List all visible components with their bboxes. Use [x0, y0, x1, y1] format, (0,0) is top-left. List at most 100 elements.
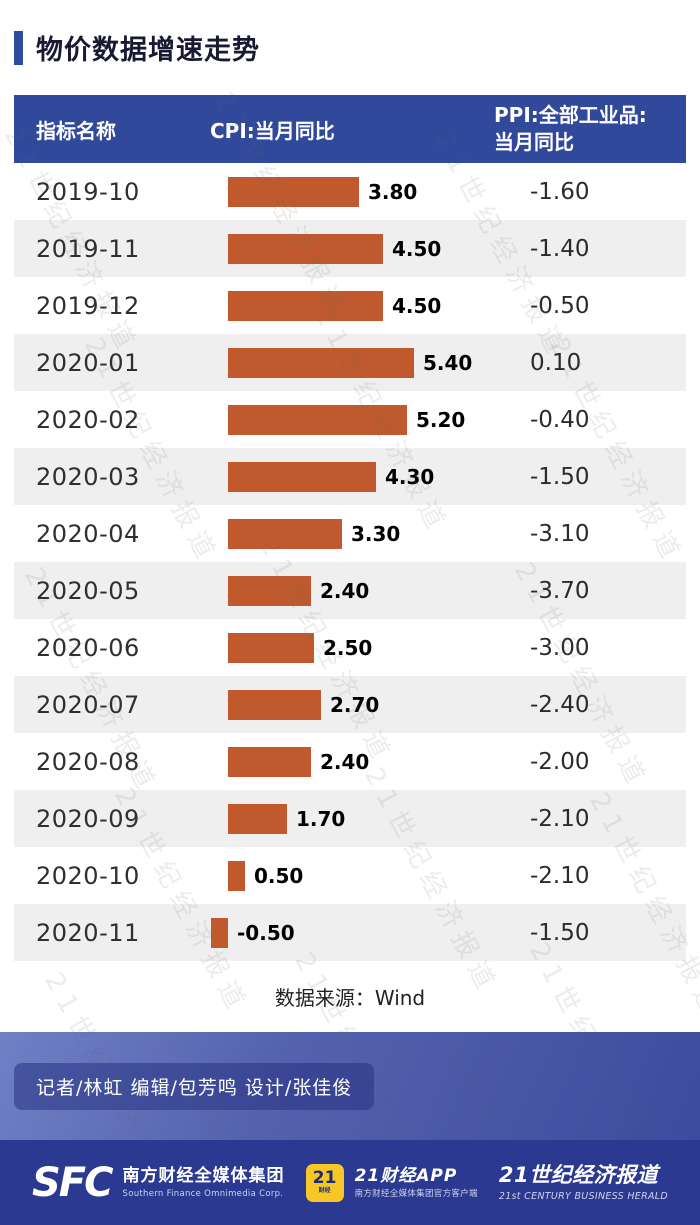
- table-row: 2020-01 5.40 0.10: [14, 334, 686, 391]
- cpi-bar-cell: 5.40: [210, 347, 472, 378]
- cpi-value-label: 2.40: [320, 749, 370, 774]
- ppi-value-label: -1.40: [530, 235, 590, 262]
- herald-name-en: 21st CENTURY BUSINESS HERALD: [498, 1190, 668, 1202]
- table-row: 2020-03 4.30 -1.50: [14, 448, 686, 505]
- cpi-bar-cell: 4.50: [210, 233, 468, 264]
- table-row: 2019-12 4.50 -0.50: [14, 277, 686, 334]
- table-row: 2020-11 -0.50 -1.50: [14, 904, 686, 961]
- cpi-bar-cell: 2.40: [210, 746, 468, 777]
- cpi-bar-cell: -0.50: [210, 917, 468, 948]
- cpi-bar: [228, 518, 342, 549]
- table-row: 2019-10 3.80 -1.60: [14, 163, 686, 220]
- cpi-bar-cell: 4.30: [210, 461, 468, 492]
- price-data-table: 指标名称 CPI:当月同比 PPI:全部工业品: 当月同比 2019-10 3.8…: [14, 95, 686, 1032]
- cpi-value-label: 4.50: [392, 293, 442, 318]
- cpi-bar: [228, 632, 314, 663]
- ppi-value-label: -2.10: [530, 805, 590, 832]
- ppi-value-label: -3.00: [530, 634, 590, 661]
- row-date-label: 2020-02: [36, 405, 140, 434]
- table-row: 2020-05 2.40 -3.70: [14, 562, 686, 619]
- cpi-bar-cell: 4.50: [210, 290, 468, 321]
- cpi-bar: [228, 461, 376, 492]
- header-ppi: PPI:全部工业品: 当月同比: [494, 103, 647, 154]
- cpi-bar-cell: 1.70: [210, 803, 468, 834]
- ppi-value-label: -3.70: [530, 577, 590, 604]
- ppi-value-label: -1.60: [530, 178, 590, 205]
- ppi-value-label: -3.10: [530, 520, 590, 547]
- row-date-label: 2020-03: [36, 462, 140, 491]
- cpi-bar: [228, 233, 383, 264]
- cpi-bar-cell: 3.80: [210, 176, 468, 207]
- sfc-brand: SFC 南方财经全媒体集团 Southern Finance Omnimedia…: [32, 1163, 285, 1203]
- table-row: 2020-04 3.30 -3.10: [14, 505, 686, 562]
- credits-band: 记者/林虹 编辑/包芳鸣 设计/张佳俊: [0, 1032, 700, 1140]
- cpi-value-label: 5.40: [423, 350, 473, 375]
- cpi-value-label: 1.70: [296, 806, 346, 831]
- cpi-bar: [228, 860, 245, 891]
- app-icon-number: 21: [312, 1168, 337, 1189]
- ppi-value-label: -2.00: [530, 748, 590, 775]
- row-date-label: 2020-09: [36, 804, 140, 833]
- cpi-bar-cell: 2.40: [210, 575, 468, 606]
- row-date-label: 2020-08: [36, 747, 140, 776]
- cpi-value-label: 5.20: [416, 407, 466, 432]
- cpi-bar: [228, 290, 383, 321]
- row-date-label: 2020-04: [36, 519, 140, 548]
- herald-brand: 21世纪经济报道 21st CENTURY BUSINESS HERALD: [499, 1163, 668, 1203]
- row-date-label: 2020-01: [36, 348, 140, 377]
- app-icon-subtext: 财经: [318, 1187, 331, 1195]
- app-name: 21财经APP: [354, 1165, 458, 1186]
- cpi-value-label: 2.40: [320, 578, 370, 603]
- footer-bar: SFC 南方财经全媒体集团 Southern Finance Omnimedia…: [0, 1140, 700, 1225]
- data-source: 数据来源：Wind: [14, 961, 686, 1032]
- cpi-value-label: 0.50: [254, 863, 304, 888]
- cpi-bar: [211, 917, 228, 948]
- cpi-value-label: -0.50: [237, 920, 295, 945]
- table-row: 2020-06 2.50 -3.00: [14, 619, 686, 676]
- cpi-value-label: 3.30: [351, 521, 401, 546]
- cpi-bar: [228, 404, 407, 435]
- cpi-bar-cell: 2.50: [210, 632, 468, 663]
- table-row: 2020-10 0.50 -2.10: [14, 847, 686, 904]
- cpi-bar-cell: 3.30: [210, 518, 468, 549]
- title-bar: 物价数据增速走势: [0, 0, 700, 95]
- ppi-value-label: -1.50: [530, 919, 590, 946]
- table-row: 2020-09 1.70 -2.10: [14, 790, 686, 847]
- herald-name: 21世纪经济报道: [498, 1162, 659, 1187]
- credits-text: 记者/林虹 编辑/包芳鸣 设计/张佳俊: [14, 1062, 375, 1110]
- ppi-value-label: -2.40: [530, 691, 590, 718]
- cpi-bar: [228, 575, 311, 606]
- cpi-bar: [228, 176, 359, 207]
- cpi-bar: [228, 803, 287, 834]
- row-date-label: 2020-07: [36, 690, 140, 719]
- cpi-value-label: 4.30: [385, 464, 435, 489]
- table-row: 2020-07 2.70 -2.40: [14, 676, 686, 733]
- table-row: 2019-11 4.50 -1.40: [14, 220, 686, 277]
- cpi-bar-cell: 2.70: [210, 689, 468, 720]
- sfc-name: 南方财经全媒体集团: [122, 1165, 285, 1186]
- table-body: 2019-10 3.80 -1.60 2019-11 4.50 -1.40 2019-12 4…: [14, 163, 686, 961]
- cpi-value-label: 4.50: [392, 236, 442, 261]
- cpi-bar-cell: 5.20: [210, 404, 468, 435]
- row-date-label: 2020-10: [36, 861, 140, 890]
- ppi-value-label: -0.40: [530, 406, 590, 433]
- app-subtitle: 南方财经全媒体集团官方客户端: [354, 1189, 478, 1200]
- ppi-value-label: -0.50: [530, 292, 590, 319]
- table-header-row: 指标名称 CPI:当月同比 PPI:全部工业品: 当月同比: [14, 95, 686, 163]
- header-cpi: CPI:当月同比: [210, 118, 335, 143]
- table-row: 2020-08 2.40 -2.00: [14, 733, 686, 790]
- row-date-label: 2019-11: [36, 234, 140, 263]
- cpi-value-label: 2.50: [323, 635, 373, 660]
- ppi-value-label: -2.10: [530, 862, 590, 889]
- app-brand: 21 财经 21财经APP 南方财经全媒体集团官方客户端: [305, 1163, 478, 1202]
- row-date-label: 2020-11: [36, 918, 140, 947]
- ppi-value-label: -1.50: [530, 463, 590, 490]
- row-date-label: 2019-12: [36, 291, 140, 320]
- table-row: 2020-02 5.20 -0.40: [14, 391, 686, 448]
- row-date-label: 2020-06: [36, 633, 140, 662]
- ppi-value-label: 0.10: [530, 349, 582, 376]
- row-date-label: 2020-05: [36, 576, 140, 605]
- cpi-bar-cell: 0.50: [210, 860, 468, 891]
- cpi-bar: [228, 347, 414, 378]
